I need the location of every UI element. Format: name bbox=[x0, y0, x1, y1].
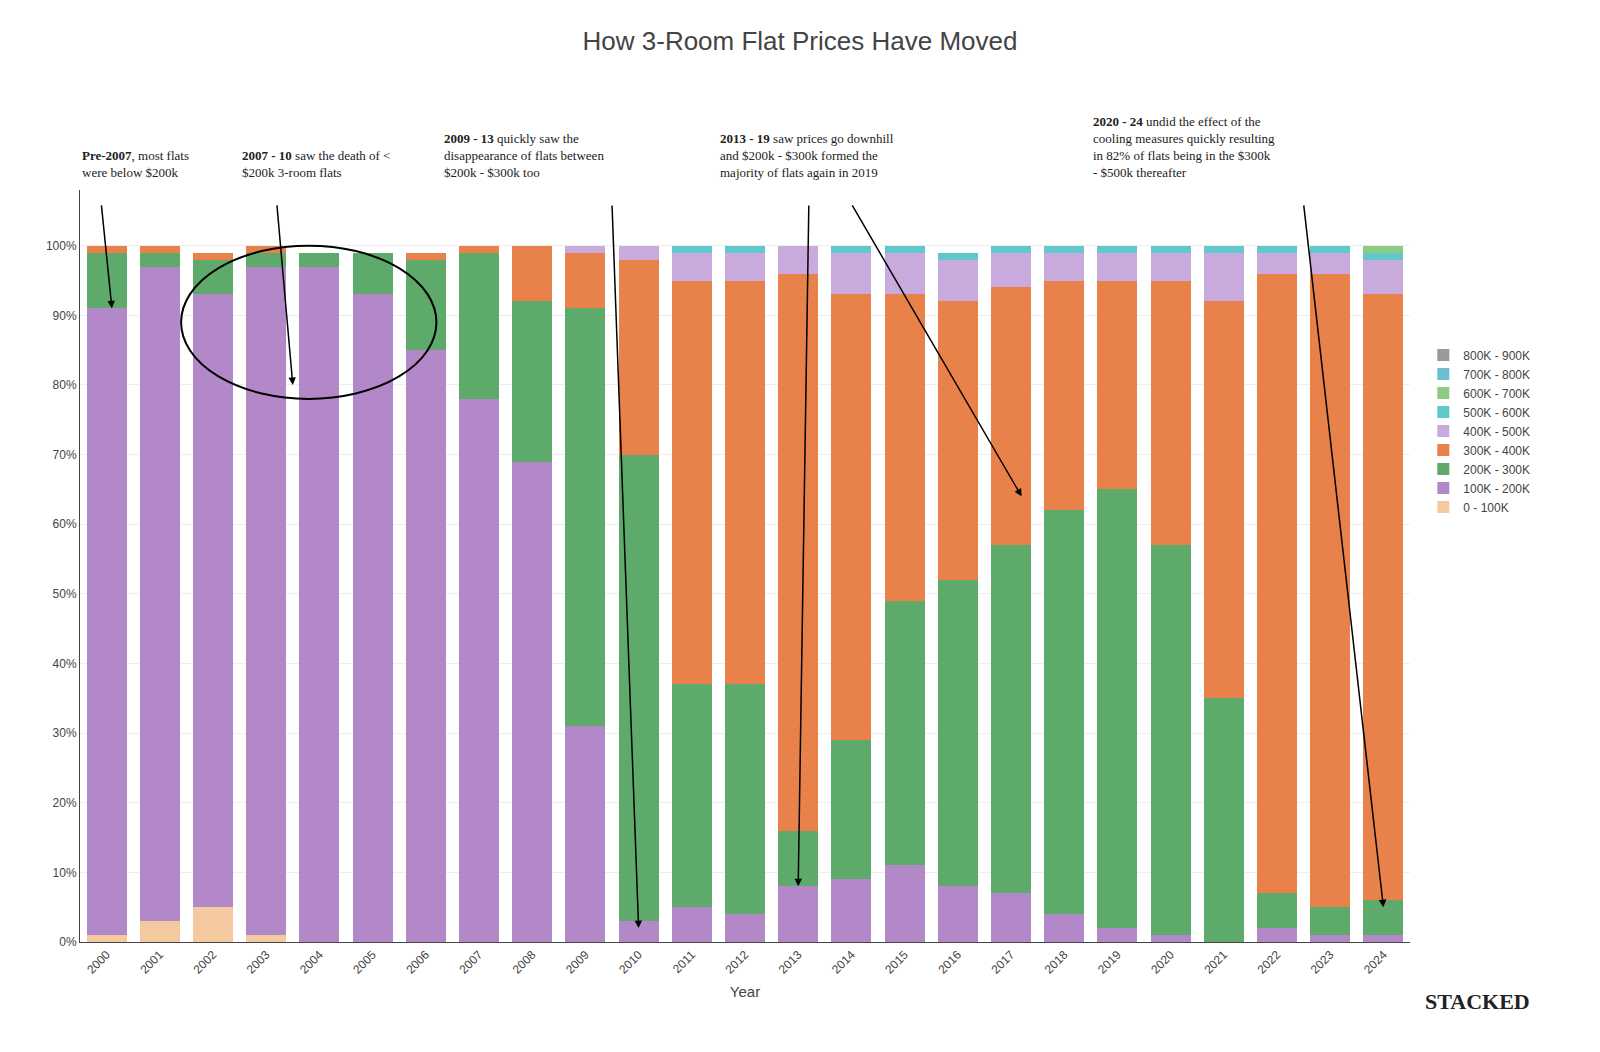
svg-text:2009 - 13 quickly saw thedisap: 2009 - 13 quickly saw thedisappearance o… bbox=[444, 131, 604, 180]
svg-text:2024: 2024 bbox=[1361, 948, 1390, 977]
svg-text:0 - 100K: 0 - 100K bbox=[1463, 501, 1508, 515]
svg-text:700K - 800K: 700K - 800K bbox=[1463, 368, 1530, 382]
svg-text:2005: 2005 bbox=[350, 948, 379, 977]
svg-text:0%: 0% bbox=[59, 935, 77, 949]
svg-text:50%: 50% bbox=[53, 587, 77, 601]
svg-text:2019: 2019 bbox=[1095, 948, 1124, 977]
svg-text:600K - 700K: 600K - 700K bbox=[1463, 387, 1530, 401]
svg-text:30%: 30% bbox=[53, 726, 77, 740]
svg-text:Year: Year bbox=[730, 983, 760, 1000]
svg-text:400K - 500K: 400K - 500K bbox=[1463, 425, 1530, 439]
svg-text:2017: 2017 bbox=[989, 948, 1018, 977]
svg-text:2008: 2008 bbox=[510, 948, 539, 977]
svg-text:2010: 2010 bbox=[616, 948, 645, 977]
svg-text:2000: 2000 bbox=[84, 948, 113, 977]
svg-text:2022: 2022 bbox=[1255, 948, 1284, 977]
svg-text:2006: 2006 bbox=[403, 948, 432, 977]
svg-text:2011: 2011 bbox=[670, 948, 698, 976]
svg-text:2012: 2012 bbox=[723, 948, 752, 977]
svg-text:100K - 200K: 100K - 200K bbox=[1463, 482, 1530, 496]
svg-text:200K - 300K: 200K - 300K bbox=[1463, 463, 1530, 477]
svg-text:STACKED: STACKED bbox=[1425, 989, 1530, 1014]
svg-text:2023: 2023 bbox=[1308, 948, 1337, 977]
svg-text:2009: 2009 bbox=[563, 948, 592, 977]
svg-text:2020 - 24 undid the effect of: 2020 - 24 undid the effect of thecooling… bbox=[1093, 114, 1275, 180]
svg-text:100%: 100% bbox=[46, 239, 77, 253]
svg-text:Pre-2007, most flatswere below: Pre-2007, most flatswere below $200k bbox=[82, 148, 189, 180]
svg-text:2013 - 19 saw prices go downhi: 2013 - 19 saw prices go downhilland $200… bbox=[720, 131, 894, 180]
svg-text:2014: 2014 bbox=[829, 948, 858, 977]
svg-text:70%: 70% bbox=[53, 448, 77, 462]
svg-text:20%: 20% bbox=[53, 796, 77, 810]
svg-text:500K - 600K: 500K - 600K bbox=[1463, 406, 1530, 420]
svg-text:80%: 80% bbox=[53, 378, 77, 392]
svg-text:2020: 2020 bbox=[1148, 948, 1177, 977]
svg-text:2007 - 10 saw the death of <$2: 2007 - 10 saw the death of <$200k 3-room… bbox=[242, 148, 391, 180]
svg-text:How 3-Room Flat Prices Have Mo: How 3-Room Flat Prices Have Moved bbox=[583, 26, 1018, 56]
svg-text:40%: 40% bbox=[53, 657, 77, 671]
svg-text:800K - 900K: 800K - 900K bbox=[1463, 349, 1530, 363]
svg-text:2016: 2016 bbox=[935, 948, 964, 977]
svg-text:2021: 2021 bbox=[1201, 948, 1230, 977]
svg-text:10%: 10% bbox=[53, 866, 77, 880]
svg-text:90%: 90% bbox=[53, 309, 77, 323]
svg-text:2001: 2001 bbox=[137, 948, 166, 977]
svg-text:2004: 2004 bbox=[297, 948, 326, 977]
svg-text:2018: 2018 bbox=[1042, 948, 1071, 977]
svg-text:60%: 60% bbox=[53, 517, 77, 531]
svg-text:2003: 2003 bbox=[244, 948, 273, 977]
svg-text:300K - 400K: 300K - 400K bbox=[1463, 444, 1530, 458]
svg-text:2002: 2002 bbox=[191, 948, 220, 977]
svg-text:2015: 2015 bbox=[882, 948, 911, 977]
svg-text:2013: 2013 bbox=[776, 948, 805, 977]
svg-text:2007: 2007 bbox=[457, 948, 486, 977]
